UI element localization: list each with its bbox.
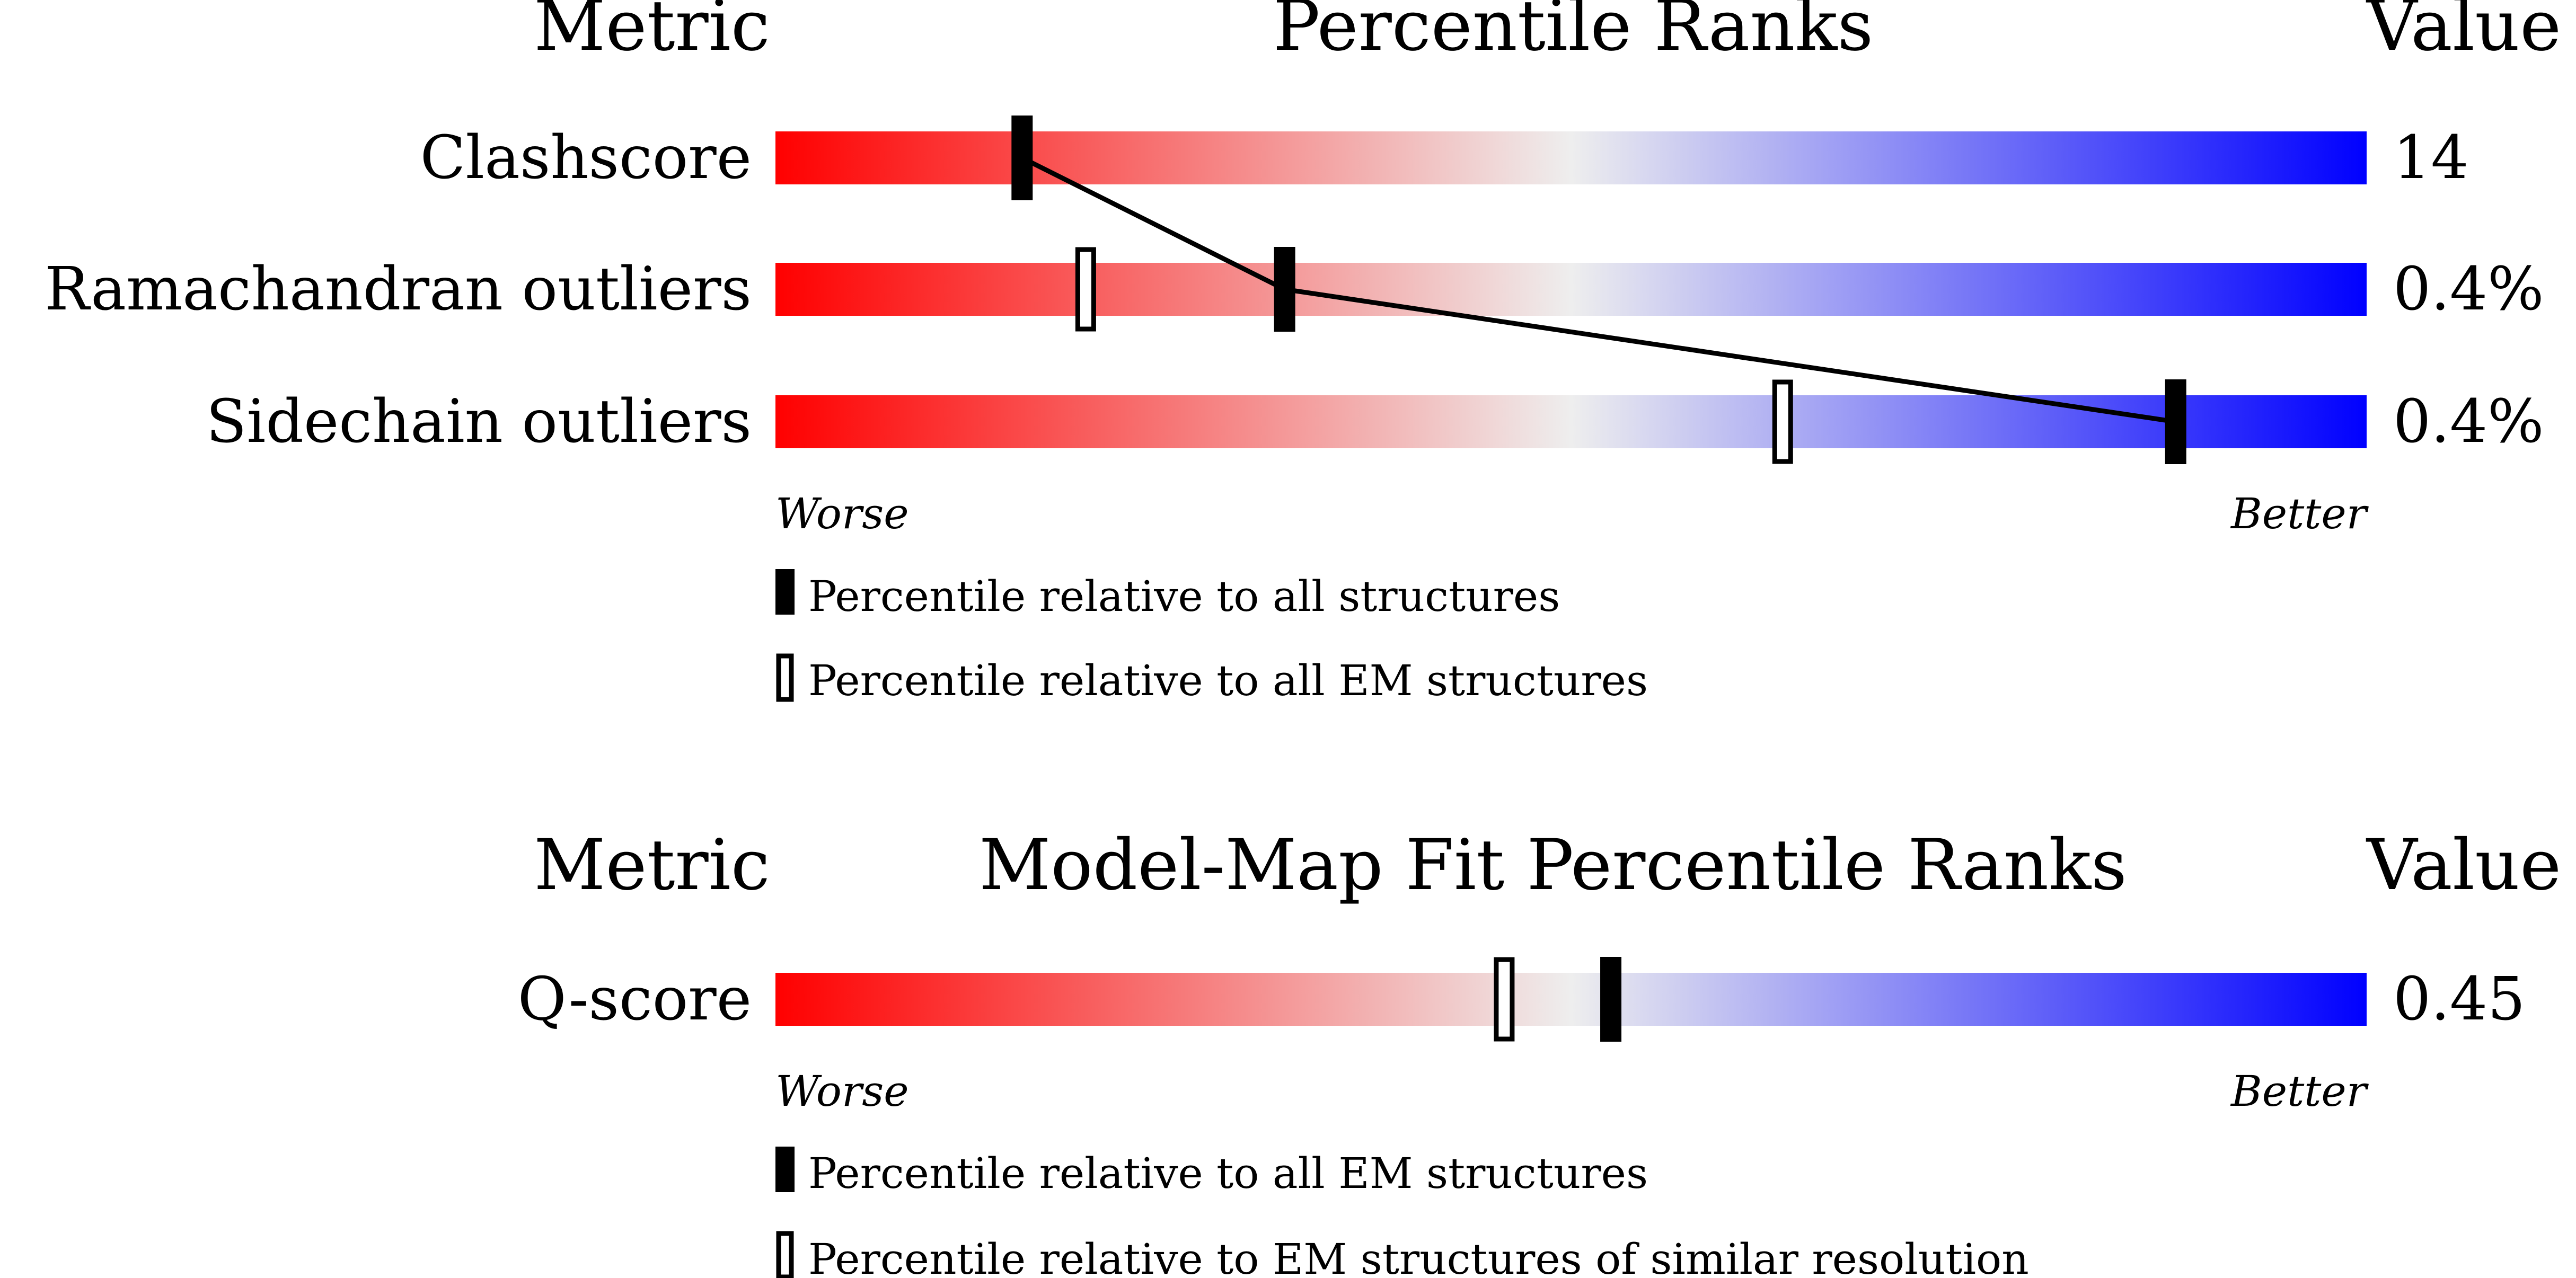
metric-label: Ramachandran outliers <box>45 255 752 324</box>
legend-open-marker <box>776 653 794 702</box>
metric-row: Q-score 0.45 <box>518 957 2525 1042</box>
panel-model-map-fit: Metric Model-Map Fit Percentile Ranks Va… <box>534 824 2561 1278</box>
panel-title: Percentile Ranks <box>1273 0 1874 67</box>
percentile-bar <box>775 395 2367 448</box>
metric-label: Sidechain outliers <box>206 387 752 456</box>
legend-filled-marker <box>775 569 795 615</box>
better-label: Better <box>2230 1067 2369 1116</box>
better-label: Better <box>2230 489 2369 538</box>
value-header: Value <box>2366 824 2561 906</box>
metric-label: Q-score <box>518 965 752 1034</box>
percentile-bar <box>775 131 2367 184</box>
legend-filled-label: Percentile relative to all EM structures <box>808 1149 1648 1198</box>
metric-label: Clashscore <box>420 123 752 192</box>
percentile-bar <box>775 973 2367 1026</box>
panel-title: Model-Map Fit Percentile Ranks <box>979 824 2127 906</box>
metric-row: Ramachandran outliers 0.4% <box>45 247 2544 332</box>
metric-value: 0.4% <box>2393 255 2544 324</box>
panel-percentile-ranks: Metric Percentile Ranks Value Worse Bett… <box>534 0 2561 705</box>
metric-value: 0.45 <box>2393 965 2525 1034</box>
metric-value: 0.4% <box>2393 387 2544 456</box>
percentile-bar <box>775 263 2367 316</box>
metric-value: 14 <box>2393 123 2469 192</box>
marker-em-structures <box>1075 247 1096 332</box>
marker-all-structures <box>1600 957 1622 1042</box>
worse-label: Worse <box>775 489 909 538</box>
marker-em-structures <box>1772 379 1793 464</box>
legend-filled-marker <box>775 1147 795 1192</box>
percentile-connector-line <box>1021 155 2176 424</box>
metric-header: Metric <box>534 824 770 906</box>
metric-row: Sidechain outliers 0.4% <box>206 379 2544 464</box>
legend-filled-label: Percentile relative to all structures <box>808 572 1560 621</box>
legend-open-label: Percentile relative to all EM structures <box>808 656 1648 705</box>
metric-header: Metric <box>534 0 770 67</box>
legend-open-marker <box>776 1231 794 1278</box>
marker-em-structures <box>1494 957 1515 1042</box>
value-header: Value <box>2366 0 2561 67</box>
metric-row: Clashscore 14 <box>420 116 2469 200</box>
legend-open-label: Percentile relative to EM structures of … <box>808 1235 2029 1278</box>
worse-label: Worse <box>775 1067 909 1116</box>
